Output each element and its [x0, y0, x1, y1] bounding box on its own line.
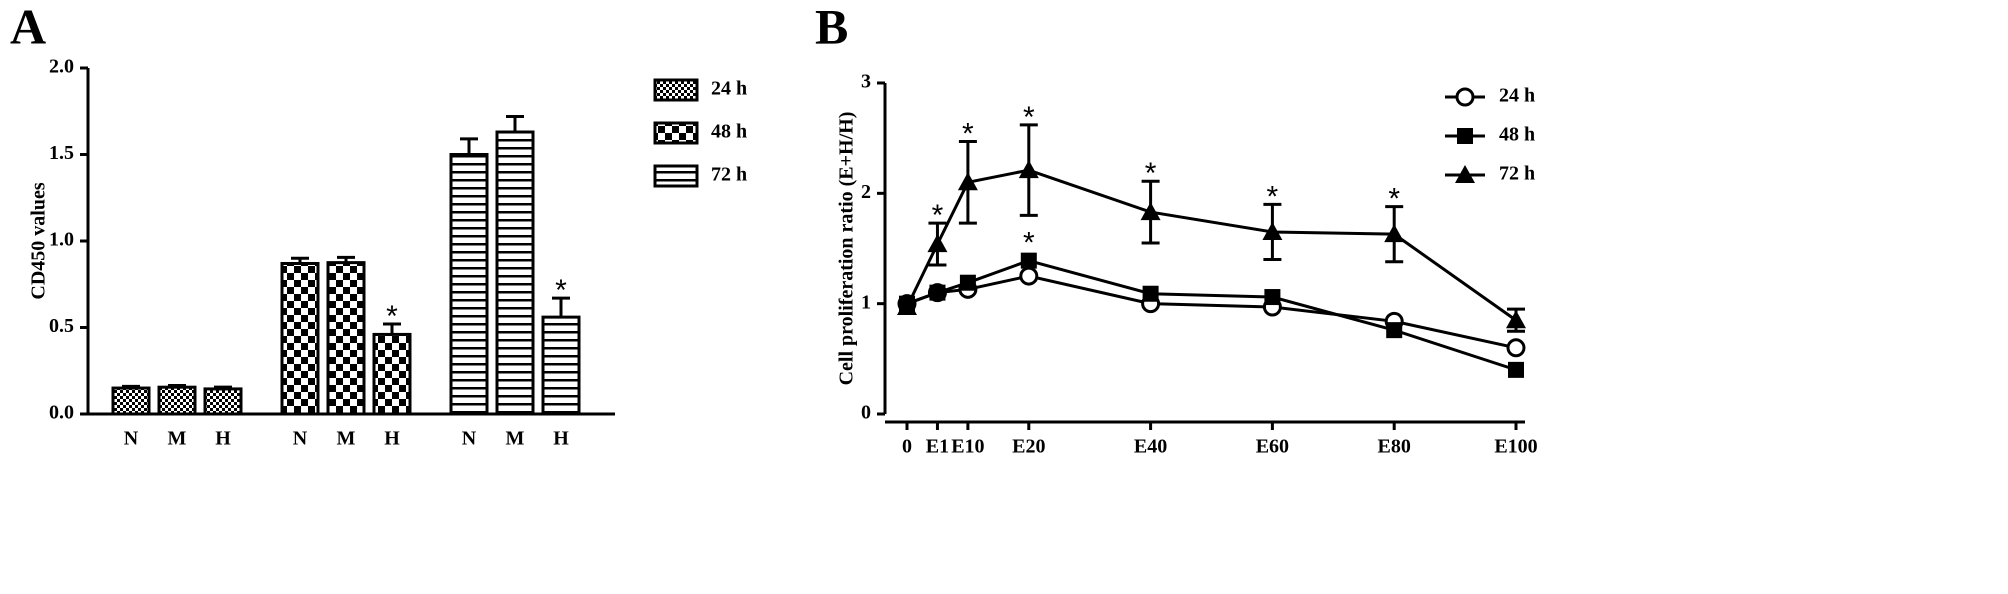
x-tick-label: H — [215, 428, 231, 450]
marker — [1455, 87, 1475, 107]
bar — [157, 385, 197, 416]
annotation: * — [1023, 227, 1035, 260]
legend-swatch — [653, 164, 699, 188]
x-tick-label: E20 — [1012, 436, 1045, 458]
bar — [280, 261, 320, 416]
legend-label: 24 h — [711, 78, 747, 100]
y-tick-label: 2.0 — [49, 56, 74, 78]
y-tick-label: 0.5 — [49, 315, 74, 337]
annotation: * — [962, 117, 974, 150]
marker — [1506, 338, 1526, 358]
x-tick-label: E80 — [1378, 436, 1411, 458]
error-bar — [552, 296, 570, 318]
marker — [1019, 266, 1039, 286]
marker — [1142, 285, 1159, 302]
marker — [1508, 361, 1524, 378]
bar — [449, 153, 489, 416]
x-tick-label: M — [337, 428, 356, 450]
x-tick-label: 0 — [902, 436, 912, 458]
legend-swatch — [653, 78, 699, 102]
bar — [111, 386, 151, 416]
legend-label: 72 h — [1499, 163, 1535, 185]
series-line — [905, 168, 1517, 322]
marker — [1264, 289, 1281, 306]
x-tick-label: E40 — [1134, 436, 1167, 458]
bar — [203, 387, 243, 416]
error-bar — [337, 255, 355, 263]
x-tick-label: H — [384, 428, 400, 450]
panel-label: B — [815, 0, 848, 54]
error-bar — [506, 114, 524, 133]
marker — [957, 172, 978, 191]
error-bar — [214, 385, 232, 389]
y-tick-label: 0.0 — [49, 402, 74, 424]
marker — [1018, 160, 1039, 179]
error-bar — [460, 137, 478, 155]
annotation: * — [1145, 157, 1157, 190]
panel-label: A — [10, 0, 46, 54]
error-bar — [168, 383, 186, 388]
marker — [929, 284, 946, 301]
x-tick-label: H — [553, 428, 569, 450]
y-axis-label: Cell proliferation ratio (E+H/H) — [836, 112, 858, 386]
marker — [1262, 221, 1283, 240]
annotation: * — [386, 300, 398, 333]
series-line — [906, 274, 1517, 350]
x-tick-label: M — [168, 428, 187, 450]
annotation: * — [932, 199, 944, 232]
x-tick-label: N — [293, 428, 308, 450]
legend-label: 48 h — [1499, 124, 1535, 146]
y-axis-label: CD450 values — [28, 182, 50, 299]
y-tick-label: 2 — [861, 181, 871, 203]
bar — [326, 261, 366, 416]
legend-swatch — [653, 121, 699, 145]
bar — [495, 130, 535, 416]
x-tick-label: E1 — [926, 436, 949, 458]
marker — [959, 274, 976, 291]
marker — [897, 296, 917, 315]
marker — [1457, 128, 1473, 144]
x-tick-label: E10 — [951, 436, 984, 458]
marker — [1455, 165, 1475, 183]
error-bar — [122, 384, 140, 389]
marker — [1386, 322, 1403, 339]
marker — [927, 234, 948, 253]
y-tick-label: 1 — [861, 291, 871, 313]
x-tick-label: E60 — [1256, 436, 1289, 458]
marker — [1384, 224, 1405, 243]
y-tick-label: 1.0 — [49, 229, 74, 251]
legend-label: 48 h — [711, 121, 747, 143]
annotation: * — [1388, 182, 1400, 215]
y-tick-label: 1.5 — [49, 142, 74, 164]
y-tick-label: 0 — [861, 402, 871, 424]
annotation: * — [555, 274, 567, 307]
x-tick-label: M — [506, 428, 525, 450]
marker — [1506, 310, 1526, 329]
annotation: * — [1267, 180, 1279, 213]
x-tick-label: N — [124, 428, 139, 450]
annotation: * — [1023, 101, 1035, 134]
legend-label: 72 h — [711, 164, 747, 186]
legend-label: 24 h — [1499, 85, 1535, 107]
series-line — [906, 259, 1517, 372]
bar — [541, 315, 581, 416]
error-bar — [383, 322, 401, 335]
y-tick-label: 3 — [861, 71, 871, 93]
marker — [1020, 252, 1037, 269]
bar — [372, 332, 412, 416]
marker — [1140, 202, 1161, 221]
error-bar — [291, 256, 309, 264]
x-tick-label: N — [462, 428, 477, 450]
x-tick-label: E100 — [1494, 436, 1537, 458]
